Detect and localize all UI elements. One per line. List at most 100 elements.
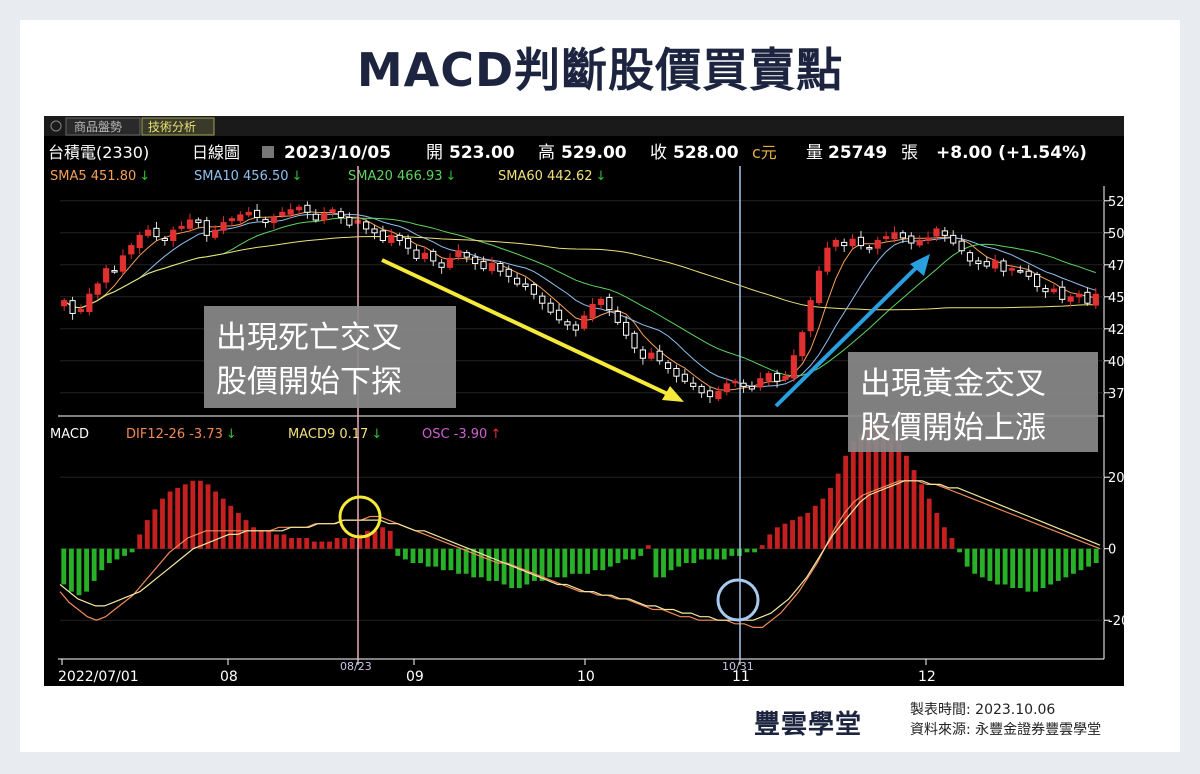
osc-bar bbox=[273, 534, 279, 549]
tab-menu-icon[interactable] bbox=[50, 120, 62, 132]
osc-bar bbox=[486, 548, 492, 581]
candle bbox=[958, 234, 965, 255]
volume-unit: 張 bbox=[901, 143, 918, 163]
candle-body bbox=[832, 239, 839, 247]
sma10-text: SMA10 456.50 bbox=[194, 169, 289, 184]
osc-bar bbox=[243, 520, 249, 549]
candle bbox=[849, 234, 856, 249]
candle-body bbox=[61, 300, 68, 307]
candle-body bbox=[782, 375, 789, 380]
candle bbox=[295, 204, 303, 215]
osc-bar bbox=[949, 538, 955, 549]
osc-bar bbox=[934, 512, 940, 549]
candle bbox=[807, 296, 814, 338]
tab-technical[interactable] bbox=[141, 117, 215, 136]
osc-bar bbox=[471, 548, 477, 578]
candle bbox=[178, 221, 185, 231]
volume-label: 量 bbox=[806, 143, 823, 163]
price-tick-label: 500 bbox=[1108, 227, 1124, 242]
candle-body bbox=[329, 209, 336, 213]
candle-body bbox=[111, 270, 118, 273]
sma20-label: SMA20 466.93 ↓ bbox=[348, 169, 456, 184]
osc-bar bbox=[638, 548, 644, 556]
candle-body bbox=[220, 222, 227, 231]
candle bbox=[337, 207, 345, 224]
candle bbox=[480, 256, 487, 272]
candle bbox=[220, 216, 227, 235]
candle-body bbox=[924, 237, 932, 241]
candle-body bbox=[522, 283, 529, 288]
candle-body bbox=[346, 216, 353, 226]
osc-bar bbox=[782, 523, 788, 549]
candle bbox=[740, 379, 747, 393]
candle-body bbox=[119, 255, 127, 272]
candle-body bbox=[581, 315, 588, 329]
marker-date-label: 10/31 bbox=[722, 660, 754, 673]
osc-bar bbox=[744, 548, 750, 553]
candle-body bbox=[908, 235, 915, 244]
currency-label: c元 bbox=[752, 143, 777, 162]
source-value: 永豐金證券豐雲學堂 bbox=[975, 722, 1102, 738]
high-value: 529.00 bbox=[561, 143, 627, 163]
candle bbox=[606, 293, 613, 316]
candle-body bbox=[304, 204, 311, 213]
candle bbox=[748, 381, 756, 392]
candle-body bbox=[597, 298, 605, 305]
osc-bar bbox=[410, 548, 416, 564]
period-dropdown-icon[interactable] bbox=[262, 146, 274, 158]
price-tick-label: 525 bbox=[1108, 195, 1124, 210]
candle bbox=[539, 292, 546, 310]
candle bbox=[933, 226, 940, 242]
osc-bar bbox=[987, 548, 993, 581]
candle-body bbox=[505, 268, 512, 277]
tab-market[interactable] bbox=[65, 117, 141, 136]
candle bbox=[824, 241, 831, 276]
golden-cross-line1: 出現黃金交叉 bbox=[860, 366, 1046, 402]
osc-bar bbox=[957, 548, 962, 553]
candle bbox=[153, 221, 160, 241]
candle bbox=[1092, 287, 1099, 309]
osc-bar bbox=[61, 548, 67, 585]
candle bbox=[1075, 290, 1083, 304]
osc-bar bbox=[524, 548, 530, 585]
osc-bar bbox=[729, 548, 735, 556]
osc-bar bbox=[289, 538, 294, 549]
candle bbox=[883, 231, 890, 242]
osc-bar bbox=[228, 505, 234, 549]
candle-body bbox=[430, 250, 437, 262]
candle-body bbox=[857, 236, 865, 247]
footer-source: 資料來源: 永豐金證券豐雲學堂 bbox=[910, 720, 1101, 740]
candle bbox=[472, 253, 479, 270]
candle bbox=[581, 310, 588, 331]
osc-bar bbox=[926, 498, 932, 549]
osc-bar bbox=[448, 548, 454, 571]
candle bbox=[924, 231, 932, 245]
candle bbox=[413, 244, 420, 261]
macd9-line bbox=[59, 480, 1101, 621]
osc-bar bbox=[1078, 548, 1084, 571]
osc-bar bbox=[1055, 548, 1061, 581]
macd-grid: 20 0 -20 bbox=[60, 471, 1129, 629]
candle-body bbox=[170, 229, 177, 241]
osc-text: OSC -3.90 bbox=[422, 427, 487, 442]
osc-bar bbox=[198, 480, 203, 549]
candle-body bbox=[723, 383, 730, 393]
candle-body bbox=[950, 234, 957, 244]
osc-bar bbox=[843, 455, 849, 549]
candle-body bbox=[530, 284, 537, 295]
macd-tick-label: -20 bbox=[1108, 614, 1124, 629]
candle-body bbox=[86, 293, 93, 313]
candle-body bbox=[656, 350, 663, 362]
candle-body bbox=[639, 349, 647, 359]
golden-cross-annotation: 出現黃金交叉 股價開始上漲 bbox=[848, 352, 1098, 452]
uptrend-arrow-head bbox=[910, 254, 930, 276]
price-tick-label: 375 bbox=[1108, 387, 1124, 402]
candle bbox=[992, 254, 999, 272]
osc-bar bbox=[820, 498, 826, 549]
sma60-arrow: ↓ bbox=[596, 169, 607, 184]
osc-bar bbox=[387, 530, 393, 549]
sma60-line bbox=[63, 235, 1096, 311]
candle-body bbox=[463, 252, 470, 258]
osc-bar bbox=[296, 538, 302, 549]
candle-body bbox=[648, 352, 655, 359]
